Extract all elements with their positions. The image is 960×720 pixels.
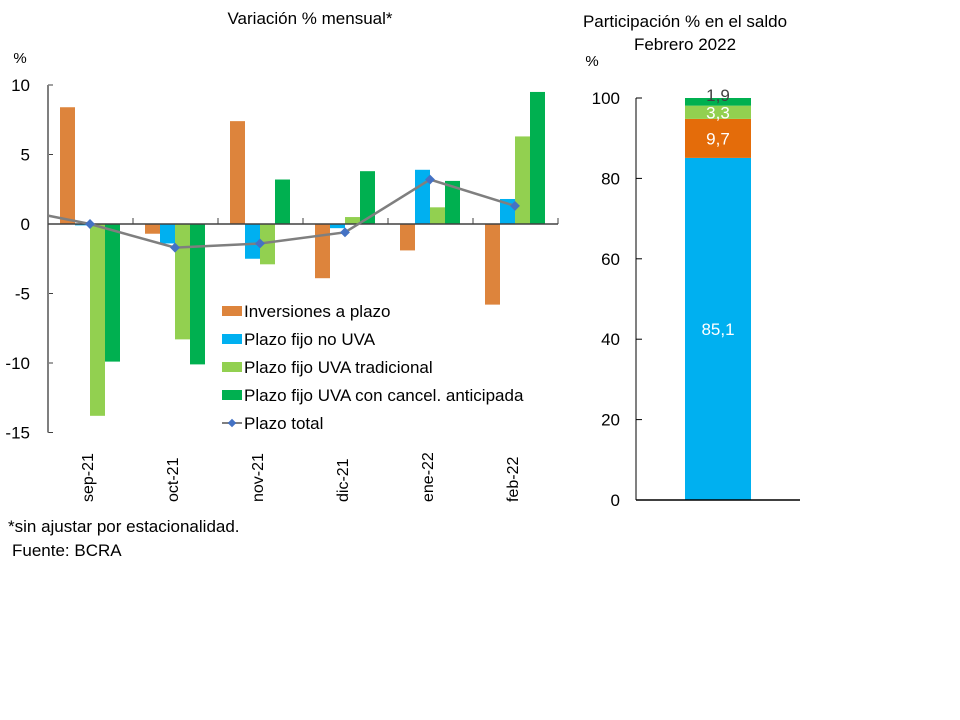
x-label-sep-21: sep-21 [80, 453, 97, 502]
legend-label: Plazo fijo no UVA [244, 330, 376, 349]
stack-label-3: 1,9 [706, 86, 730, 105]
right-y-axis-ticks: 100 80 60 40 20 0 [592, 89, 642, 510]
bar-feb-22-series-2 [515, 136, 530, 224]
left-y-axis-ticks: 10 5 0 -5 -10 -15 [5, 76, 53, 443]
stack-segment-2 [685, 105, 751, 119]
y-tick-label: 5 [21, 146, 30, 165]
x-label-nov-21: nov-21 [250, 453, 267, 502]
bar-ene-22-series-0 [400, 224, 415, 251]
legend-marker [227, 418, 237, 428]
bar-dic-21-series-1 [330, 224, 345, 229]
left-axes [47, 85, 559, 433]
footnote: *sin ajustar por estacionalidad. [8, 517, 240, 536]
source-note: Fuente: BCRA [12, 541, 122, 560]
stack-label-2: 3,3 [706, 103, 730, 122]
bar-oct-21-series-3 [190, 224, 205, 365]
legend-label: Plazo fijo UVA tradicional [244, 358, 433, 377]
plazo-total-marker-dic-21 [340, 227, 350, 238]
bar-nov-21-series-2 [260, 224, 275, 265]
bar-ene-22-series-3 [445, 180, 460, 224]
stack-segment-3 [685, 98, 751, 106]
bar-oct-21-series-0 [145, 224, 160, 234]
stack-label-0: 85,1 [701, 320, 734, 339]
legend-label: Plazo total [244, 414, 323, 433]
right-y-unit-label: % [585, 53, 598, 70]
bar-sep-21-series-3 [105, 224, 120, 362]
y-tick-label: -10 [5, 354, 30, 373]
bar-feb-22-series-0 [485, 224, 500, 305]
legend-label: Plazo fijo UVA con cancel. anticipada [244, 386, 524, 405]
y-tick-label: 40 [601, 330, 620, 349]
bar-nov-21-series-0 [230, 121, 245, 224]
right-axes [635, 98, 800, 501]
stack-label-1: 9,7 [706, 129, 730, 148]
x-label-feb-22: feb-22 [505, 457, 522, 502]
right-chart-subtitle: Febrero 2022 [634, 35, 736, 54]
legend: Inversiones a plazo Plazo fijo no UVA Plaz… [222, 302, 524, 433]
bar-sep-21-series-0 [60, 107, 75, 224]
bar-sep-21-series-2 [90, 224, 105, 416]
legend-item-0: Inversiones a plazo [222, 302, 390, 321]
y-tick-label: 100 [592, 89, 620, 108]
left-chart-title: Variación % mensual* [227, 9, 392, 28]
legend-swatch [222, 362, 242, 372]
y-tick-label: -15 [5, 424, 30, 443]
x-label-dic-21: dic-21 [335, 458, 352, 502]
legend-swatch [222, 390, 242, 400]
bar-nov-21-series-3 [275, 179, 290, 224]
plazo-total-line [47, 174, 520, 253]
right-chart-title: Participación % en el saldo [583, 12, 787, 31]
bar-dic-21-series-0 [315, 224, 330, 279]
y-tick-label: 20 [601, 411, 620, 430]
plazo-total-marker-sep-21 [85, 219, 95, 229]
legend-item-3: Plazo fijo UVA con cancel. anticipada [222, 386, 524, 405]
y-tick-label: 60 [601, 250, 620, 269]
x-label-ene-22: ene-22 [420, 452, 437, 502]
left-bars [60, 91, 545, 416]
stack-segment-1 [685, 118, 751, 158]
left-y-unit-label: % [13, 50, 26, 67]
legend-label: Inversiones a plazo [244, 302, 390, 321]
bar-feb-22-series-3 [530, 91, 545, 224]
left-x-axis-labels: sep-21 oct-21 nov-21 dic-21 ene-22 feb-22 [80, 452, 522, 502]
y-tick-label: 10 [11, 76, 30, 95]
bar-nov-21-series-1 [245, 224, 260, 259]
legend-swatch [222, 306, 242, 316]
y-tick-label: 0 [21, 215, 30, 234]
legend-item-1: Plazo fijo no UVA [222, 330, 376, 349]
stack-segment-0 [685, 157, 751, 500]
right-stacked-bar: 85,1 9,7 3,31,9 [685, 86, 751, 500]
plazo-total-marker-nov-21 [255, 238, 265, 249]
legend-item-4: Plazo total [222, 414, 323, 433]
bar-dic-21-series-3 [360, 171, 375, 224]
legend-item-2: Plazo fijo UVA tradicional [222, 358, 433, 377]
bar-ene-22-series-2 [430, 207, 445, 224]
legend-swatch [222, 334, 242, 344]
x-label-oct-21: oct-21 [165, 457, 182, 502]
plazo-total-marker-oct-21 [170, 242, 180, 253]
bar-dic-21-series-2 [345, 217, 360, 224]
y-tick-label: 80 [601, 169, 620, 188]
plazo-total-marker-feb-22 [510, 200, 520, 211]
y-tick-label: -5 [15, 285, 30, 304]
y-tick-label: 0 [611, 491, 620, 510]
bar-oct-21-series-2 [175, 224, 190, 340]
bar-oct-21-series-1 [160, 224, 175, 244]
bar-ene-22-series-1 [415, 169, 430, 224]
plazo-total-marker-ene-22 [425, 174, 435, 185]
